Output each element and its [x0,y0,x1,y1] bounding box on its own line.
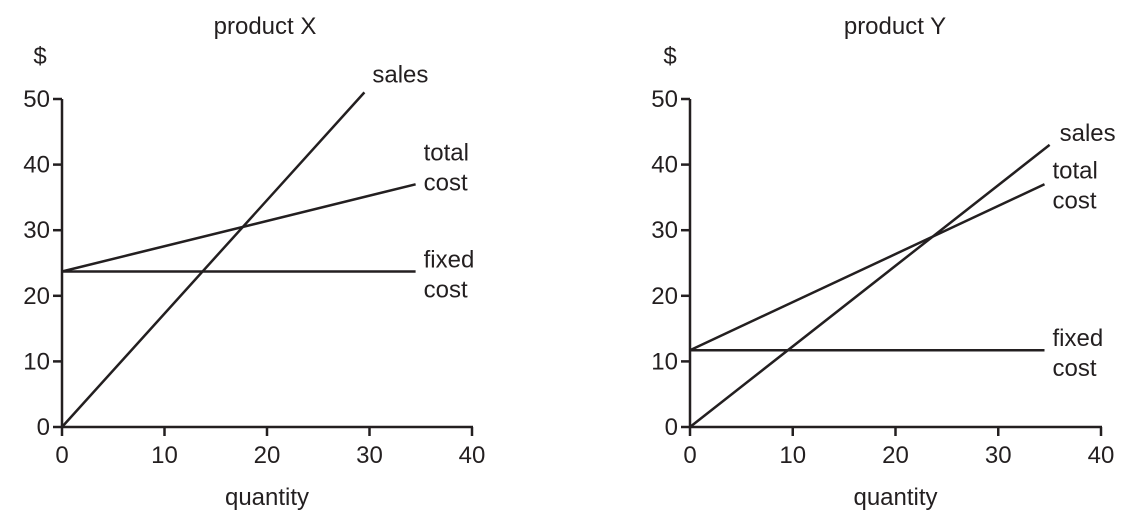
series-label-fixed-cost: fixed cost [1052,325,1103,382]
series-label-total-cost: total cost [424,139,469,196]
x-tick-label: 30 [356,442,383,469]
series-label-sales: sales [372,61,428,88]
y-tick-label: 50 [23,86,50,113]
x-tick-label: 40 [459,442,486,469]
x-tick-label: 20 [254,442,281,469]
y-tick-label: 0 [37,414,50,441]
series-label-fixed-cost: fixed cost [424,247,475,304]
series-label-total-cost: total cost [1052,157,1097,214]
x-tick-label: 20 [882,442,909,469]
y-tick-label: 40 [651,152,678,179]
y-tick-label: 20 [651,283,678,310]
x-axis-label: quantity [225,484,309,511]
chart-title: product Y [844,13,946,40]
x-axis-label: quantity [853,484,937,511]
y-tick-label: 20 [23,283,50,310]
series-line-sales [61,91,366,428]
x-tick-label: 30 [985,442,1012,469]
y-tick-label: 50 [651,86,678,113]
series-line-total-cost [61,183,416,273]
chart-product-y: product Y $0 10 20 30 40 50 0 10 20 30 40 quantity sa… [651,13,1115,511]
y-tick-label: 10 [651,348,678,375]
x-tick-label: 10 [151,442,178,469]
y-tick-label: 30 [651,217,678,244]
y-tick-label: 40 [23,152,50,179]
series-line-sales [689,143,1051,428]
x-tick-label: 0 [55,442,68,469]
y-axis-label: $ [663,43,676,70]
chart-title: product X [214,13,317,40]
y-tick-label: 0 [665,414,678,441]
y-tick-label: 10 [23,348,50,375]
x-tick-label: 0 [683,442,696,469]
x-tick-label: 10 [779,442,806,469]
y-axis-label: $ [33,43,46,70]
y-tick-label: 30 [23,217,50,244]
series-line-total-cost [689,183,1046,352]
x-tick-label: 40 [1088,442,1115,469]
series-label-sales: sales [1060,120,1116,147]
chart-product-x: product X $0 10 20 30 40 50 0 10 20 30 40 quantity sa… [23,13,485,511]
